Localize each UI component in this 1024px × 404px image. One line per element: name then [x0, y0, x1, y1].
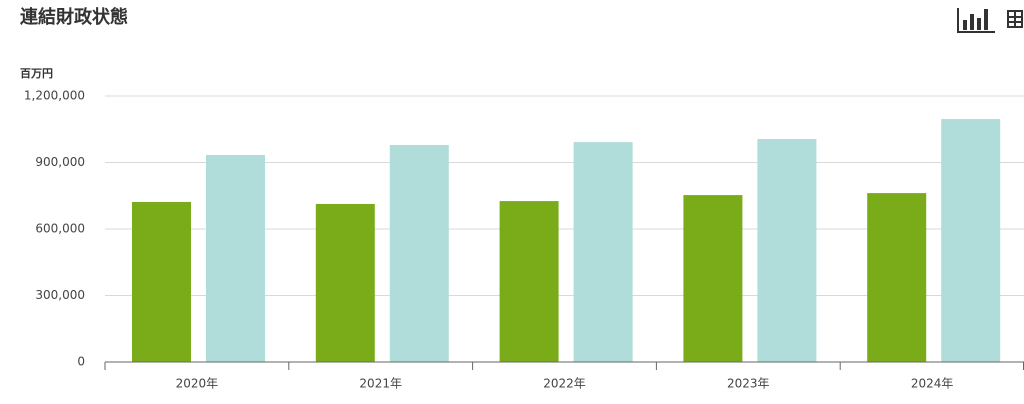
y-tick-label: 600,000 [35, 222, 85, 236]
x-tick-label: 2021年 [359, 377, 402, 391]
bar [315, 203, 375, 362]
table-view-button[interactable] [1007, 10, 1023, 28]
bar [573, 142, 633, 362]
y-tick-label: 1,200,000 [24, 89, 85, 103]
x-tick-label: 2020年 [176, 377, 219, 391]
bar [132, 201, 191, 362]
bar [206, 154, 265, 362]
y-tick-label: 900,000 [35, 155, 85, 169]
bar [941, 119, 1001, 362]
chart-view-button[interactable] [955, 4, 997, 34]
y-tick-label: 0 [77, 355, 85, 369]
bar [683, 195, 743, 362]
chart-title: 連結財政状態 [20, 6, 128, 28]
bar [757, 139, 817, 362]
y-tick-label: 300,000 [35, 288, 85, 302]
x-tick-label: 2022年 [543, 377, 586, 391]
bar [499, 201, 559, 362]
bar [867, 193, 927, 362]
x-tick-label: 2023年 [727, 377, 770, 391]
x-tick-label: 2024年 [911, 377, 954, 391]
bar [389, 144, 449, 362]
y-axis-unit: 百万円 [20, 67, 53, 80]
